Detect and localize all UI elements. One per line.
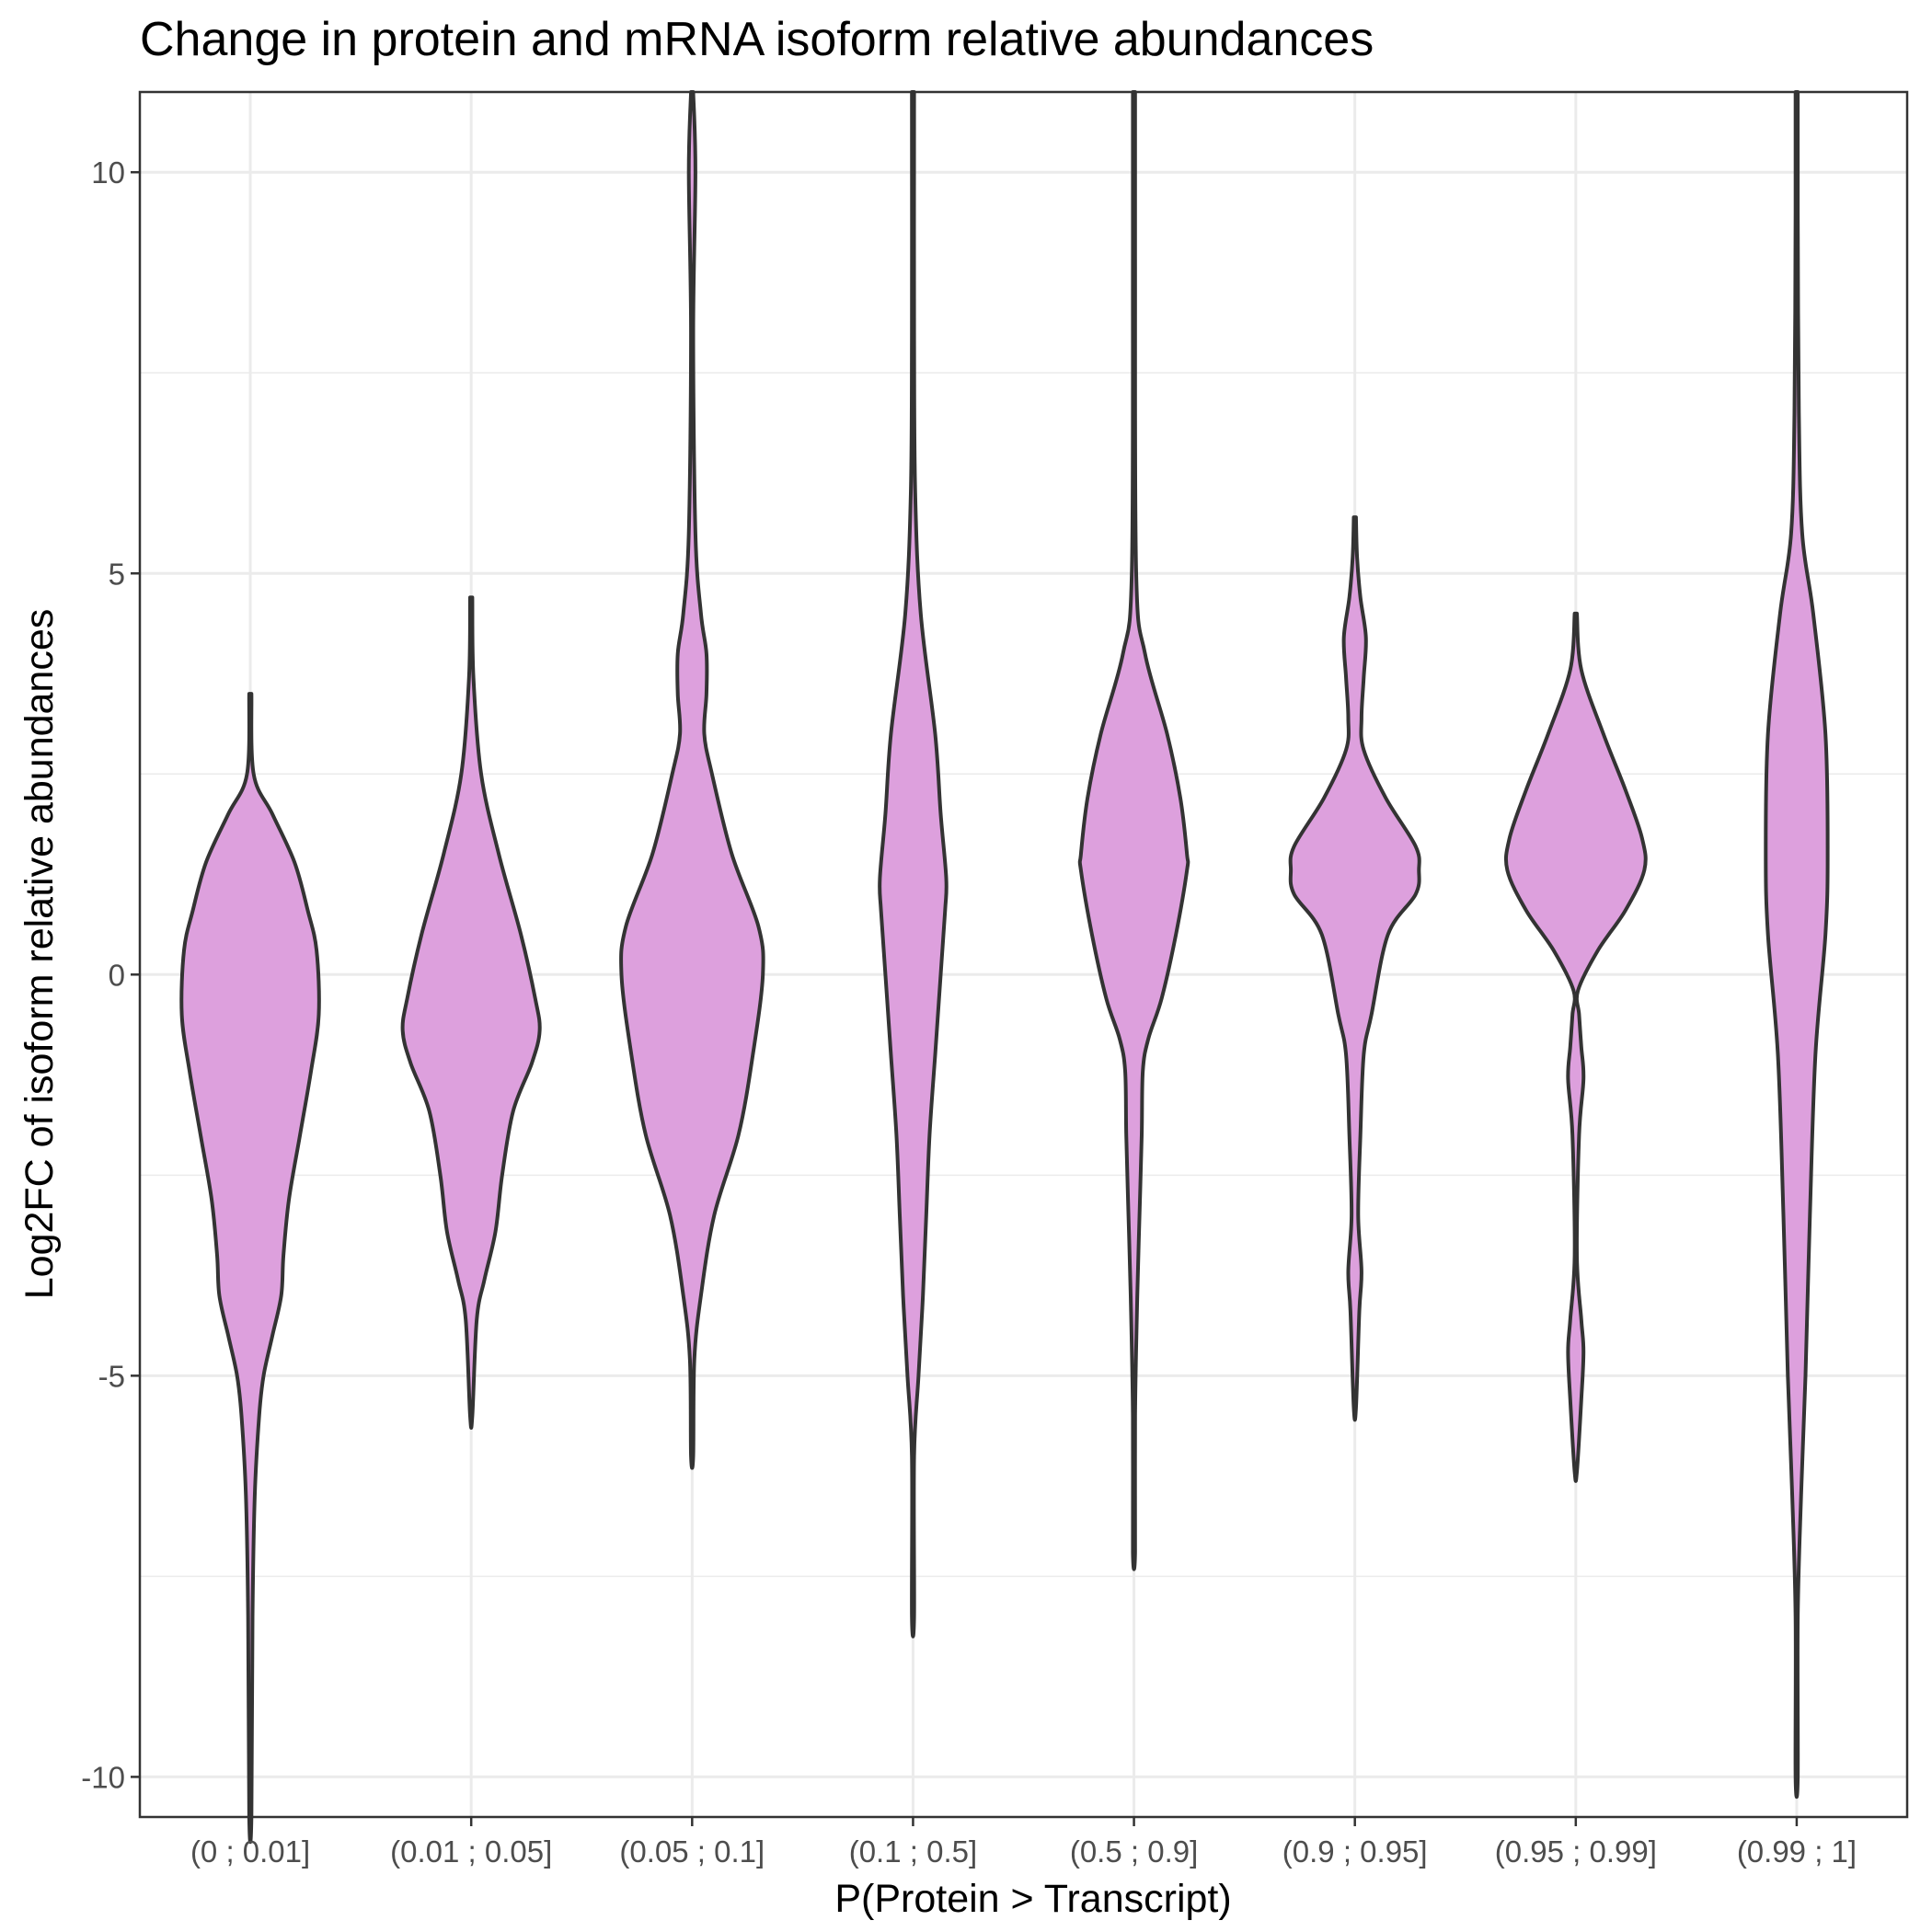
panel-border xyxy=(138,90,1909,1819)
y-tick-label: 10 xyxy=(91,155,125,190)
violin-6 xyxy=(1288,515,1421,1422)
x-tick-label: (0.95 ; 0.99] xyxy=(1495,1834,1657,1869)
x-axis: (0 ; 0.01] (0.01 ; 0.05] (0.05 ; 0.1] (0.1 … xyxy=(190,1817,1857,1869)
x-tick-label: (0.5 ; 0.9] xyxy=(1070,1834,1198,1869)
y-tick-label: 5 xyxy=(109,557,125,591)
violin-3 xyxy=(619,90,765,1470)
x-tick-label: (0.9 ; 0.95] xyxy=(1282,1834,1428,1869)
y-axis-title: Log2FC of isoform relative abundances xyxy=(17,609,62,1300)
chart-title: Change in protein and mRNA isoform relat… xyxy=(140,13,1374,66)
x-tick-label: (0.99 ; 1] xyxy=(1737,1834,1857,1869)
x-tick-label: (0 ; 0.01] xyxy=(190,1834,310,1869)
x-axis-title: P(Protein > Transcript) xyxy=(834,1877,1231,1921)
violin-4 xyxy=(878,90,949,1639)
y-axis: -10 -5 0 5 10 xyxy=(81,155,140,1794)
y-tick-label: -10 xyxy=(81,1760,125,1794)
violin-8 xyxy=(1764,90,1830,1800)
y-tick-label: 0 xyxy=(109,958,125,992)
violin-2 xyxy=(400,595,542,1431)
violin-5 xyxy=(1077,90,1190,1571)
y-tick-label: -5 xyxy=(98,1359,125,1393)
violin-1 xyxy=(179,692,321,1844)
violin-7 xyxy=(1503,611,1648,1483)
x-tick-label: (0.05 ; 0.1] xyxy=(619,1834,765,1869)
x-tick-label: (0.1 ; 0.5] xyxy=(849,1834,977,1869)
plot-panel xyxy=(140,92,1907,1817)
violin-series xyxy=(179,90,1830,1844)
x-tick-label: (0.01 ; 0.05] xyxy=(390,1834,552,1869)
